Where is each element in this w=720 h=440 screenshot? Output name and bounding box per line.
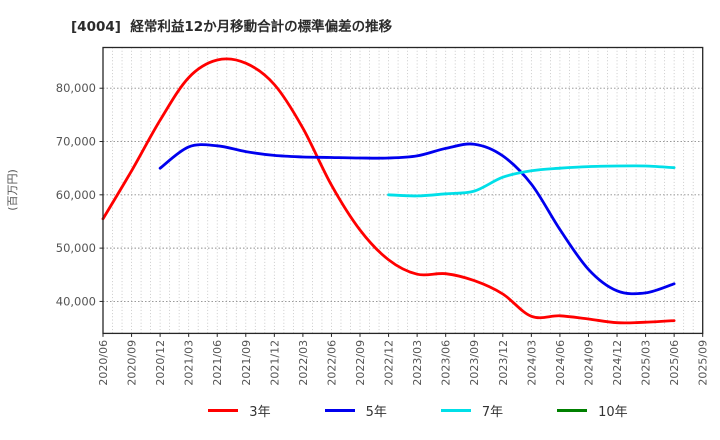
- y-tick-label: 80,000: [56, 81, 96, 95]
- x-tick-label: 2021/03: [183, 340, 196, 386]
- legend-item-3y: 3年: [208, 401, 271, 420]
- x-tick-label: 2025/09: [697, 340, 710, 386]
- x-tick-label: 2024/03: [525, 340, 538, 386]
- x-tick-label: 2023/09: [468, 340, 481, 386]
- plot-border: [102, 46, 704, 335]
- legend-swatch-3y: [208, 409, 239, 412]
- x-tick-label: 2023/06: [440, 340, 453, 386]
- x-tick-label: 2023/12: [497, 340, 510, 386]
- x-tick-label: 2021/12: [268, 340, 281, 386]
- axis-labels: 2020/06 2020/09 2020/12 2021/03 2021/06 2021/…: [6, 81, 710, 385]
- x-tick-label: 2024/12: [611, 340, 624, 386]
- x-tick-label: 2021/09: [240, 340, 253, 386]
- data-series-lines: [101, 57, 676, 325]
- y-tick-label: 60,000: [56, 188, 96, 202]
- x-tick-label: 2022/12: [383, 340, 396, 386]
- series-line-5年: [158, 142, 676, 296]
- x-tick-label: 2022/03: [297, 340, 310, 386]
- y-tick-label: 40,000: [56, 294, 96, 308]
- series-line-3年: [101, 57, 676, 325]
- legend-item-7y: 7年: [440, 401, 504, 420]
- legend-item-5y: 5年: [324, 401, 387, 420]
- x-tick-label: 2020/09: [126, 340, 139, 386]
- x-tick-label: 2022/06: [325, 340, 338, 386]
- x-tick-label: 2020/12: [154, 340, 167, 386]
- x-tick-label: 2020/06: [97, 340, 110, 386]
- y-tick-label: 50,000: [56, 241, 96, 255]
- vertical-gridlines: [102, 47, 704, 334]
- legend-label-3y: 3年: [249, 405, 271, 420]
- axis-ticks: [99, 87, 704, 337]
- series-line-7年: [387, 164, 676, 198]
- y-axis-title: (百万円): [6, 169, 19, 211]
- x-tick-label: 2025/03: [640, 340, 653, 386]
- x-tick-label: 2024/09: [582, 340, 595, 386]
- legend-label-7y: 7年: [481, 405, 504, 420]
- legend-label-10y: 10年: [598, 405, 628, 420]
- plot-frame: [102, 46, 704, 335]
- x-tick-label: 2022/09: [354, 340, 367, 386]
- chart-title: [4004] 経常利益12か月移動合計の標準偏差の推移: [71, 19, 393, 35]
- legend-swatch-7y: [440, 409, 471, 412]
- legend-label-5y: 5年: [365, 405, 387, 420]
- x-tick-label: 2025/06: [668, 340, 681, 386]
- x-tick-label: 2023/03: [411, 340, 424, 386]
- legend-item-10y: 10年: [557, 401, 628, 420]
- legend-swatch-5y: [324, 409, 355, 412]
- x-tick-label: 2024/06: [554, 340, 567, 386]
- legend-swatch-10y: [557, 409, 588, 412]
- y-tick-label: 70,000: [56, 135, 96, 149]
- x-tick-label: 2021/06: [211, 340, 224, 386]
- legend: 3年 5年 7年 10年: [58, 401, 720, 420]
